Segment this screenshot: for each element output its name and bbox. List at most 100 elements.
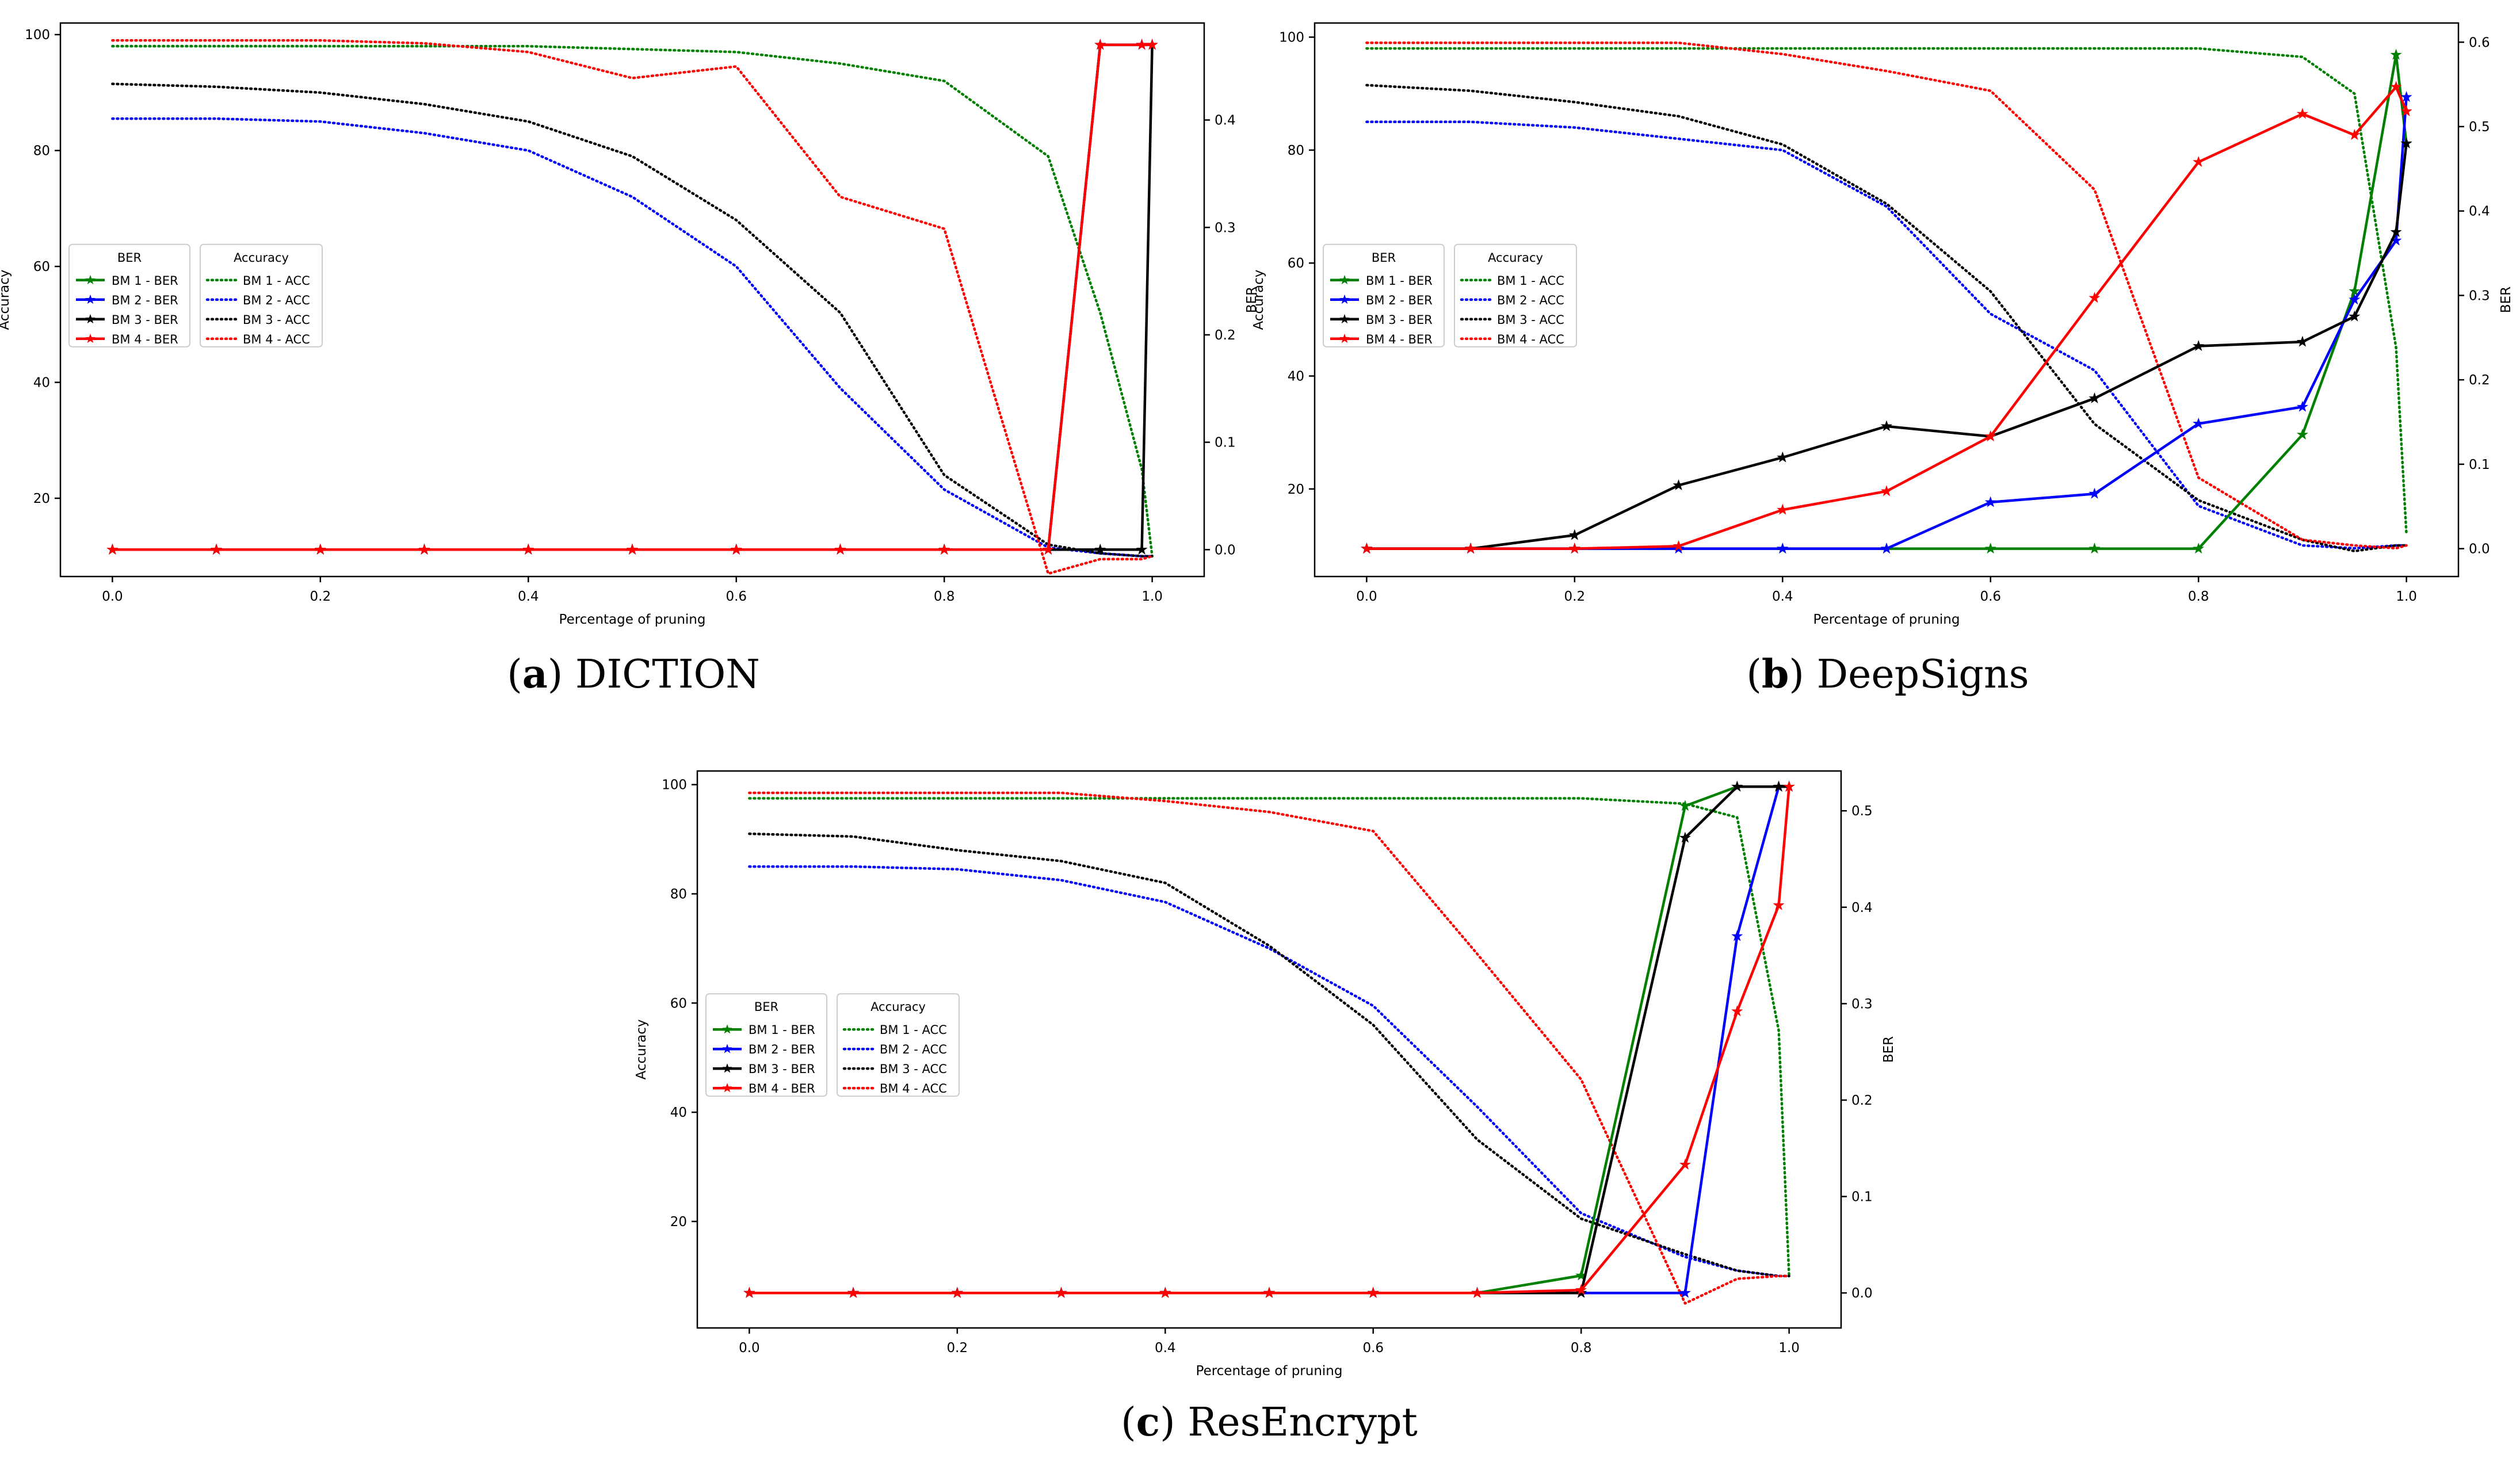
legend-label: BM 3 - ACC (243, 313, 310, 327)
ber-point-bm4 (951, 1287, 963, 1298)
ber-point-bm4 (1471, 1287, 1483, 1298)
ber-point-bm1 (1679, 800, 1691, 811)
ber-point-bm2 (1731, 930, 1743, 941)
ber-point-bm4 (626, 543, 639, 555)
y2-tick-label: 0.0 (1215, 543, 1236, 558)
legend-box (1454, 243, 1577, 348)
legend-label: BM 2 - ACC (1497, 293, 1564, 307)
legend-label: BM 3 - BER (112, 313, 178, 327)
x-tick-label: 0.6 (1362, 1341, 1384, 1356)
y2-tick-label: 0.4 (1215, 113, 1236, 128)
x-tick-label: 0.8 (2188, 589, 2209, 604)
ber-point-bm3 (1136, 543, 1148, 555)
legend-title: BER (1372, 251, 1396, 265)
y2-tick-label: 0.2 (1851, 1093, 1873, 1108)
ber-point-bm3 (2296, 335, 2308, 347)
y-axis-label: Accuracy (0, 269, 12, 330)
legend-label: BM 2 - BER (112, 293, 178, 307)
ber-point-bm4 (1367, 1287, 1379, 1298)
ber-point-bm2 (2349, 293, 2361, 305)
acc-line-bm3 (1365, 83, 2408, 553)
y2-tick-label: 0.1 (2469, 457, 2490, 472)
legend-marker (1339, 274, 1350, 285)
y2-tick-label: 0.3 (1851, 997, 1873, 1011)
chart-panel-c: 0.0 0.2 0.4 0.6 0.8 1.0 20 40 60 80 100 0.0 0.1 0.2 0.… (634, 770, 1896, 1445)
ber-point-bm2 (1777, 543, 1789, 554)
chart-caption: (a) DICTION (507, 651, 760, 697)
legend-label: BM 4 - BER (112, 333, 178, 346)
ber-point-bm3 (1094, 543, 1106, 555)
y2-tick-label: 0.1 (1215, 436, 1236, 451)
legend-marker (85, 333, 96, 343)
ber-point-bm4 (211, 543, 223, 555)
x-tick-label: 0.0 (1356, 589, 1377, 604)
ber-point-bm4 (2088, 292, 2101, 303)
x-tick-label: 0.8 (1571, 1341, 1592, 1356)
ber-point-bm4 (1575, 1284, 1587, 1295)
legend-label: BM 2 - BER (1366, 293, 1433, 307)
caption-label: a (522, 651, 548, 697)
x-axis-label: Percentage of pruning (559, 612, 706, 627)
x-tick-label: 0.6 (1980, 589, 2001, 604)
chart-caption: (c) ResEncrypt (1121, 1399, 1418, 1445)
y-tick-label: 80 (670, 887, 687, 902)
caption-label: b (1762, 651, 1789, 697)
legend-accuracy: Accuracy BM 1 - ACC BM 2 - ACC BM 3 - ACC BM… (837, 993, 960, 1097)
legend-marker (722, 1063, 732, 1073)
legend-label: BM 4 - ACC (1497, 333, 1564, 346)
caption-text: ) DeepSigns (1789, 652, 2029, 697)
x-tick-label: 0.2 (1564, 589, 1586, 604)
ber-point-bm3 (1777, 451, 1789, 463)
ber-point-bm4 (2296, 108, 2308, 119)
y-tick-label: 60 (33, 259, 50, 274)
ber-point-bm4 (2400, 105, 2412, 117)
legend-ber: BER BM 1 - BER BM 2 - BER BM 3 - BER BM 4 - … (705, 993, 827, 1097)
legend-title: Accuracy (234, 251, 289, 265)
ber-point-bm1 (1984, 543, 1996, 554)
x-tick-label: 0.0 (739, 1341, 760, 1356)
y-tick-label: 100 (1279, 30, 1304, 45)
ber-point-bm4 (730, 543, 742, 555)
acc-line-bm1 (111, 45, 1154, 558)
ber-point-bm4 (834, 543, 846, 555)
legend-ber: BER BM 1 - BER BM 2 - BER BM 3 - BER BM 4 - … (68, 243, 190, 348)
legend-label: BM 3 - BER (1366, 313, 1433, 327)
chart-panel-b: 0.0 0.2 0.4 0.6 0.8 1.0 20 40 60 80 100 0.0 0.1 0.2 0.… (1251, 22, 2514, 697)
chart-panel-a: 0.0 0.2 0.4 0.6 0.8 1.0 20 40 60 80 100 0.0 0.1 0.2 0.… (0, 22, 1259, 697)
legend-box (837, 993, 960, 1097)
y2-tick-label: 0.4 (1851, 900, 1873, 915)
y-tick-label: 20 (33, 491, 50, 506)
ber-point-bm4 (1465, 543, 1477, 554)
x-tick-label: 0.4 (518, 589, 539, 604)
legend-label: BM 3 - ACC (1497, 313, 1564, 327)
ber-point-bm3 (1568, 529, 1580, 540)
ber-point-bm1 (2088, 543, 2101, 554)
ber-point-bm4 (1777, 503, 1789, 515)
ber-point-bm4 (314, 543, 326, 555)
ber-point-bm1 (2193, 543, 2205, 554)
acc-line-bm2 (1365, 120, 2408, 550)
caption-paren: ( (1121, 1400, 1136, 1445)
legend-label: BM 4 - BER (749, 1082, 815, 1095)
legend-marker (1339, 333, 1350, 343)
y2-tick-label: 0.4 (2469, 204, 2490, 219)
y2-tick-label: 0.2 (1215, 328, 1236, 343)
ber-point-bm2 (2088, 487, 2101, 499)
legend-box (705, 993, 827, 1097)
x-tick-label: 0.8 (934, 589, 955, 604)
ber-point-bm3 (1880, 420, 1893, 432)
y-axis-label: Accuracy (634, 1019, 649, 1079)
y-tick-label: 80 (33, 144, 50, 159)
x-tick-label: 0.2 (947, 1341, 968, 1356)
acc-line-bm3 (748, 832, 1790, 1278)
legend-label: BM 1 - BER (1366, 274, 1433, 288)
legend-marker (85, 294, 96, 304)
y-tick-label: 100 (662, 778, 687, 793)
ber-point-bm4 (1094, 39, 1106, 50)
x-tick-label: 0.6 (726, 589, 747, 604)
ber-point-bm3 (1731, 780, 1743, 792)
y2-axis-label: BER (1244, 287, 1259, 313)
ber-point-bm1 (2349, 285, 2361, 296)
y2-tick-label: 0.5 (1851, 804, 1873, 819)
